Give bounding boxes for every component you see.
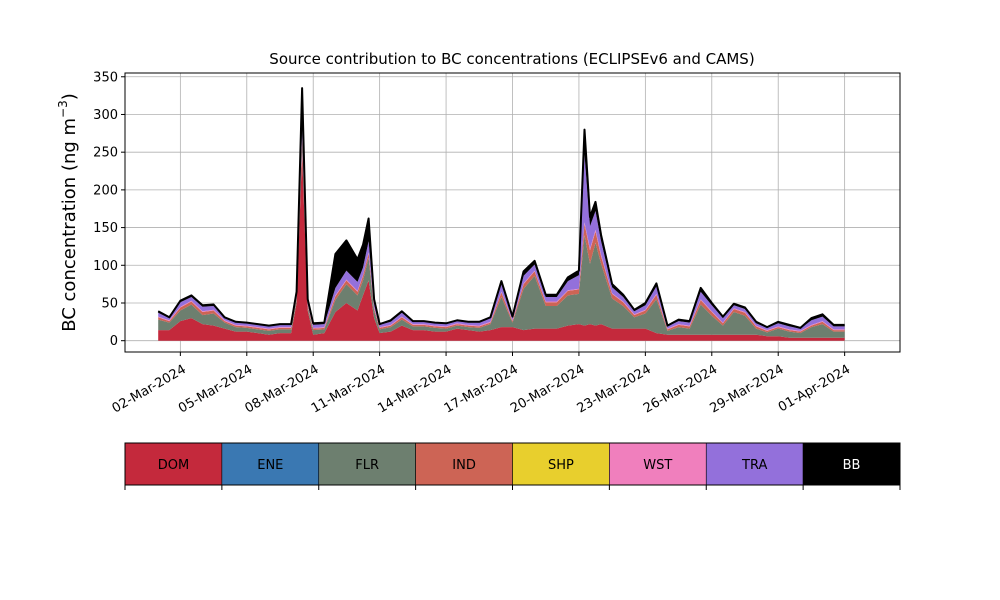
y-tick-label: 250 [93,146,118,161]
y-tick-label: 0 [110,334,118,349]
total-outline [157,87,845,329]
legend-swatch-wst [609,442,707,486]
legend-swatch-shp [512,442,610,486]
y-axis-label-superscript: −3 [56,100,70,118]
stacked-areas [158,88,845,341]
legend-swatch-ene [221,442,320,486]
legend-label-bb: BB [843,458,861,473]
y-tick-label: 350 [93,70,118,85]
y-tick-label: 50 [101,296,118,311]
legend-label-ind: IND [452,458,476,473]
legend-frame [124,442,901,486]
area-tra [158,129,845,331]
legend-label-shp: SHP [548,458,574,473]
legend-label-ene: ENE [257,458,283,473]
total-line [157,87,845,329]
legend-swatch-ind [415,442,513,486]
area-ind [158,138,845,334]
y-tick-label: 200 [93,183,118,198]
legend-label-flr: FLR [355,458,379,473]
legend-swatch-flr [318,442,416,486]
legend-label-dom: DOM [158,458,189,473]
y-tick-label: 150 [93,221,118,236]
y-axis-label: BC concentration (ng m−3) [56,93,80,332]
grid [125,73,900,352]
y-axis-label-main: BC concentration (ng m [59,118,80,332]
y-axis-label-suffix: ) [59,93,80,100]
chart-title: Source contribution to BC concentrations… [269,50,754,68]
legend-label-tra: TRA [741,458,767,473]
legend: DOM ENE FLR IND SHP WST TRA BB [124,442,901,490]
y-tick-label: 300 [93,108,118,123]
legend-label-wst: WST [643,458,672,473]
area-flr [158,144,845,338]
legend-swatch-dom [124,442,223,486]
y-tick-label: 100 [93,259,118,274]
